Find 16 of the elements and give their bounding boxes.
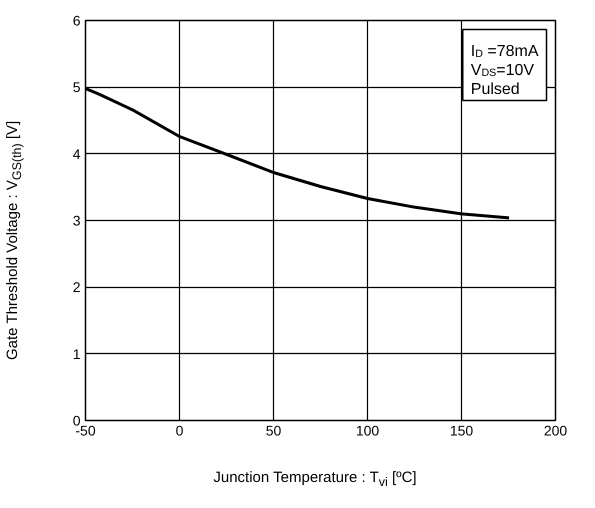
y-tick-label: 1 bbox=[72, 346, 81, 362]
y-tick-label: 2 bbox=[72, 279, 81, 296]
y-tick-label: 0 bbox=[72, 412, 81, 428]
x-tick-label: 150 bbox=[450, 422, 474, 438]
x-tick-label: 0 bbox=[176, 422, 184, 438]
x-tick-label: 200 bbox=[544, 422, 568, 438]
annotation: VDS=10V bbox=[470, 62, 534, 80]
y-tick-label: 4 bbox=[72, 146, 81, 162]
y-tick-label: 5 bbox=[72, 79, 81, 96]
annotation: Pulsed bbox=[470, 81, 520, 98]
x-tick-label: 50 bbox=[266, 422, 282, 438]
y-tick-label: 6 bbox=[72, 12, 81, 28]
x-axis-title: Junction Temperature : T$_{vi}$ [ºC] bbox=[212, 469, 418, 489]
y-tick-label: 3 bbox=[72, 212, 81, 228]
annotation: ID =78mA bbox=[470, 43, 539, 60]
x-tick-label: 100 bbox=[356, 422, 380, 438]
